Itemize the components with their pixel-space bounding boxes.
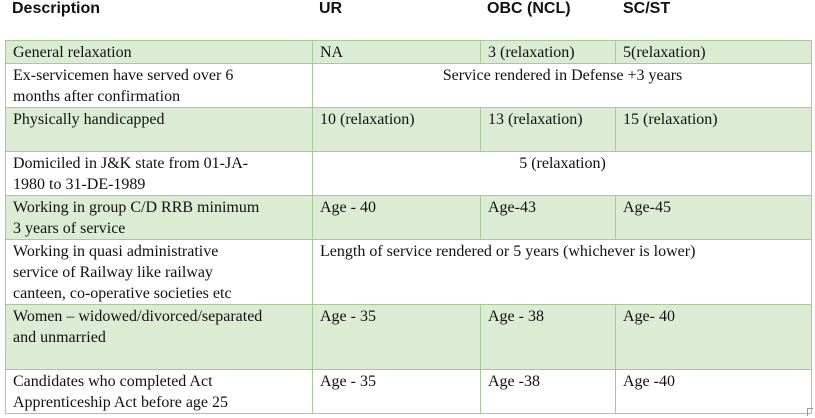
merged-cell: Service rendered in Defense +3 years [312, 63, 812, 108]
description-line: Physically handicapped [13, 111, 165, 128]
table-row: Women – widowed/divorced/separated and u… [5, 304, 812, 370]
row-description: Ex-servicemen have served over 6 months … [5, 63, 313, 108]
table-row: Candidates who completed Act Apprentices… [5, 369, 812, 414]
scst-cell: 15 (relaxation) [615, 107, 812, 152]
ur-cell: Age - 40 [312, 195, 481, 240]
row-description: Physically handicapped [5, 107, 313, 152]
row-description: Working in quasi administrative service … [5, 239, 313, 305]
description-line: Ex-servicemen have served over 6 [13, 67, 234, 84]
obc-cell: 3 (relaxation) [480, 40, 616, 64]
obc-cell: Age-43 [480, 195, 616, 240]
scst-cell: 5(relaxation) [615, 40, 812, 64]
row-description: Domiciled in J&K state from 01-JA- 1980 … [5, 151, 313, 196]
resize-corner-icon [807, 408, 813, 416]
table-row: Physically handicapped 10 (relaxation) 1… [5, 107, 812, 152]
header-description: Description [12, 0, 101, 17]
ur-cell: Age - 35 [312, 304, 481, 370]
ur-cell: NA [312, 40, 481, 64]
description-line: Candidates who completed Act [13, 373, 213, 390]
description-line: Working in group C/D RRB minimum [13, 199, 260, 216]
table-row: Domiciled in J&K state from 01-JA- 1980 … [5, 151, 812, 196]
header-ur: UR [319, 0, 343, 17]
table-row: Working in quasi administrative service … [5, 239, 812, 305]
description-line: 3 years of service [13, 220, 126, 237]
description-line: 1980 to 31-DE-1989 [13, 176, 146, 193]
header-obc: OBC (NCL) [487, 0, 571, 17]
description-line: General relaxation [13, 44, 132, 61]
obc-cell: Age - 38 [480, 304, 616, 370]
description-line: Domiciled in J&K state from 01-JA- [13, 155, 249, 172]
obc-cell: Age -38 [480, 369, 616, 414]
scst-cell: Age-45 [615, 195, 812, 240]
age-relaxation-table: General relaxation NA 3 (relaxation) 5(r… [5, 40, 812, 414]
row-description: Candidates who completed Act Apprentices… [5, 369, 313, 414]
description-line: Apprenticeship Act before age 25 [13, 394, 229, 411]
table-row: General relaxation NA 3 (relaxation) 5(r… [5, 40, 812, 64]
row-description: General relaxation [5, 40, 313, 64]
description-line: service of Railway like railway [13, 264, 213, 281]
ur-cell: Age - 35 [312, 369, 481, 414]
description-line: and unmarried [13, 329, 106, 346]
row-description: Working in group C/D RRB minimum 3 years… [5, 195, 313, 240]
merged-cell: Length of service rendered or 5 years (w… [312, 239, 812, 305]
scst-cell: Age -40 [615, 369, 812, 414]
table-row: Ex-servicemen have served over 6 months … [5, 63, 812, 108]
merged-cell: 5 (relaxation) [312, 151, 812, 196]
table-header: Description UR OBC (NCL) SC/ST [0, 0, 815, 40]
description-line: Women – widowed/divorced/separated [13, 308, 263, 325]
header-scst: SC/ST [623, 0, 671, 17]
description-line: months after confirmation [13, 88, 181, 105]
description-line: canteen, co-operative societies etc [13, 285, 232, 302]
description-line: Working in quasi administrative [13, 243, 219, 260]
ur-cell: 10 (relaxation) [312, 107, 481, 152]
scst-cell: Age- 40 [615, 304, 812, 370]
row-description: Women – widowed/divorced/separated and u… [5, 304, 313, 370]
obc-cell: 13 (relaxation) [480, 107, 616, 152]
table-row: Working in group C/D RRB minimum 3 years… [5, 195, 812, 240]
